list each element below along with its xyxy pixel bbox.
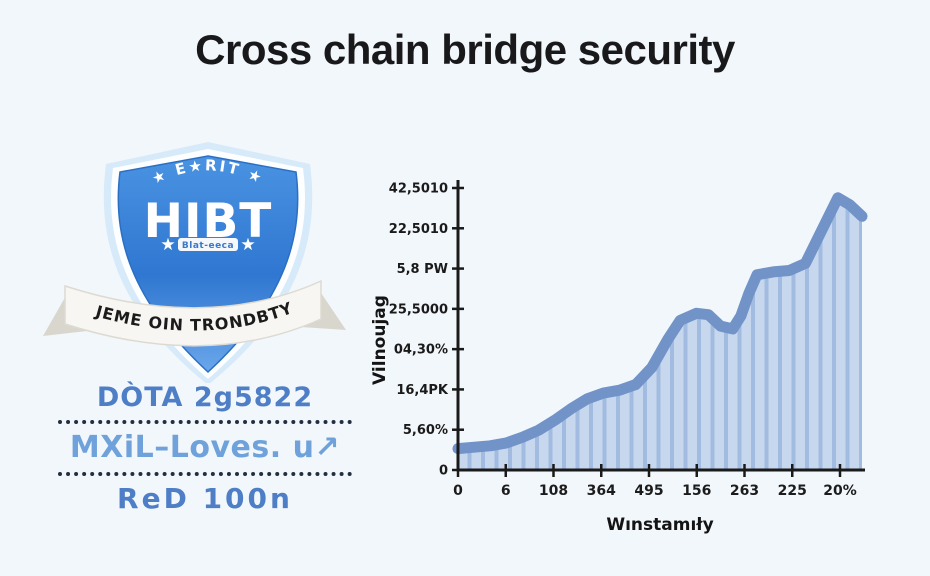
page-title: Cross chain bridge security (195, 26, 735, 73)
x-axis-title: Wınstamıły (606, 515, 713, 535)
y-tick-label: 5,60% (403, 423, 448, 438)
y-axis-title: Vilnoujag (370, 295, 390, 385)
x-tick-label: 263 (730, 483, 759, 499)
ribbon-band (64, 279, 322, 347)
badge-sub-text: Blat-eeca (182, 241, 234, 251)
star-left-icon: ★ (160, 235, 175, 255)
security-badge: ★ E★RIT ★ HIBT ★ ★ Blat-eeca JEME OIN TR… (43, 142, 346, 383)
chart-plot: 42,5010 22,5010 5,8 PW 25,5000 04,30% 16,4PK 5… (389, 180, 868, 499)
caption-block: DÒTA 2g5822 MXiL–Loves. u↗ ReD 100n (40, 382, 370, 515)
area-fill (458, 197, 862, 471)
y-tick-label: 0 (439, 464, 448, 479)
y-tick-label: 25,5000 (389, 302, 448, 317)
caption-line-2: MXiL–Loves. u↗ (69, 430, 341, 465)
x-tick-label: 495 (634, 483, 663, 499)
y-tick-label: 5,8 PW (397, 262, 448, 277)
area-band (452, 192, 868, 455)
badge-sub-pill (178, 238, 238, 251)
y-tick-label: 42,5010 (389, 182, 448, 197)
caption-line-3: ReD 100n (117, 482, 293, 515)
x-tick-label: 156 (682, 483, 711, 499)
area-chart: 42,5010 22,5010 5,8 PW 25,5000 04,30% 16,4PK 5… (370, 180, 868, 535)
y-tick-label: 04,30% (394, 343, 448, 358)
caption-line-1: DÒTA 2g5822 (96, 382, 314, 413)
y-tick-label: 22,5010 (389, 222, 448, 237)
x-tick-label: 0 (453, 483, 463, 499)
x-tick-label: 225 (778, 483, 807, 499)
dotted-divider-1 (58, 420, 352, 424)
x-tick-label: 108 (539, 483, 568, 499)
star-right-icon: ★ (240, 235, 255, 255)
x-tick-label: 20% (823, 483, 857, 499)
y-tick-label: 16,4PK (396, 383, 449, 398)
dotted-divider-2 (58, 472, 352, 476)
x-tick-label: 6 (501, 483, 511, 499)
x-tick-label: 364 (587, 483, 616, 499)
